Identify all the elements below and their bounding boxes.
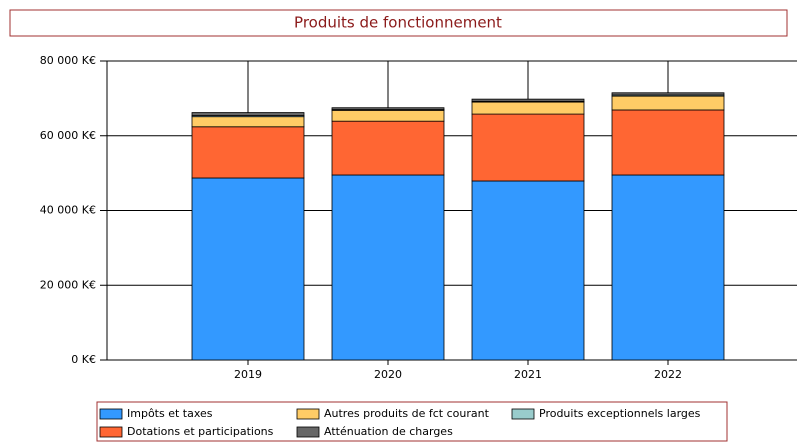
bar-segment — [191, 112, 305, 116]
legend-swatch — [296, 408, 320, 420]
legend-swatch — [296, 426, 320, 438]
chart-title: Produits de fonctionnement — [294, 14, 502, 32]
legend-label: Atténuation de charges — [324, 425, 453, 438]
bar-segment — [331, 107, 445, 110]
legend-label: Autres produits de fct courant — [324, 407, 490, 420]
x-tick-label: 2020 — [374, 368, 402, 381]
legend-swatch — [511, 408, 535, 420]
bar-segment — [611, 95, 725, 111]
y-tick-label: 80 000 K€ — [40, 54, 96, 67]
bar-segment — [611, 109, 725, 176]
bar-segment — [331, 109, 445, 122]
y-tick-label: 40 000 K€ — [40, 204, 96, 217]
y-tick-label: 20 000 K€ — [40, 278, 96, 291]
legend-box — [96, 401, 728, 442]
title-box — [9, 9, 788, 37]
legend-label: Impôts et taxes — [127, 407, 213, 420]
bar-segment — [331, 174, 445, 361]
bar-segment — [471, 101, 585, 115]
x-tick-label: 2022 — [654, 368, 682, 381]
x-tick-label: 2021 — [514, 368, 542, 381]
legend-label: Dotations et participations — [127, 425, 274, 438]
legend-label: Produits exceptionnels larges — [539, 407, 701, 420]
bar-segment — [191, 177, 305, 361]
bar-segment — [331, 120, 445, 176]
y-tick-label: 60 000 K€ — [40, 129, 96, 142]
x-tick-label: 2019 — [234, 368, 262, 381]
bar-segment — [611, 174, 725, 361]
bar-segment — [191, 116, 305, 128]
bar-segment — [471, 180, 585, 361]
bar-segment — [471, 98, 585, 102]
bar-segment — [611, 92, 725, 96]
bar-segment — [191, 126, 305, 179]
bar-segment — [471, 113, 585, 182]
legend-swatch — [99, 408, 123, 420]
y-tick-label: 0 K€ — [71, 353, 96, 366]
legend-swatch — [99, 426, 123, 438]
